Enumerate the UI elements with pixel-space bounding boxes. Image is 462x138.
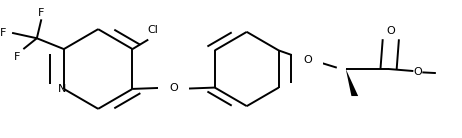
- Text: F: F: [38, 8, 44, 18]
- Text: O: O: [304, 55, 312, 65]
- Text: N: N: [57, 84, 66, 94]
- Text: Cl: Cl: [147, 25, 158, 35]
- Polygon shape: [346, 69, 358, 96]
- Text: F: F: [13, 52, 20, 62]
- Text: F: F: [0, 28, 6, 38]
- Text: O: O: [413, 67, 422, 77]
- Text: O: O: [169, 83, 178, 93]
- Text: O: O: [386, 26, 395, 36]
